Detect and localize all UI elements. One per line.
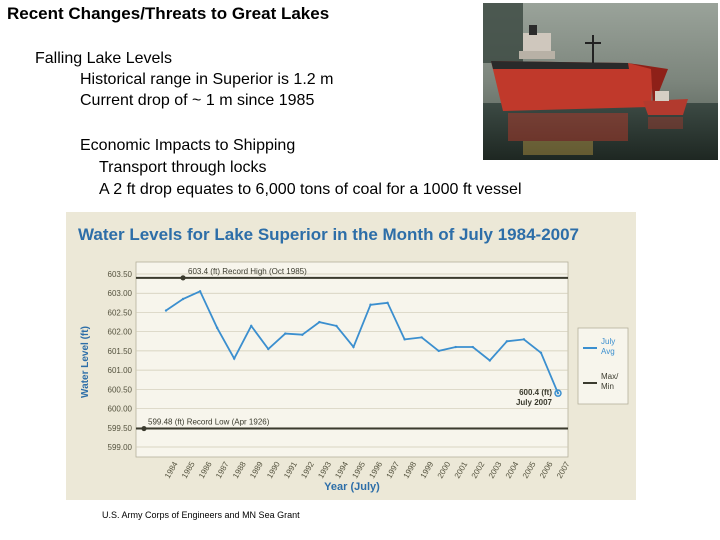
source-credit: U.S. Army Corps of Engineers and MN Sea … — [102, 510, 300, 520]
x-tick-label: 2002 — [470, 460, 487, 480]
y-tick-label: 599.50 — [108, 424, 133, 433]
data-point — [488, 359, 492, 362]
data-point — [437, 349, 440, 353]
bullet-transport-locks: Transport through locks — [99, 159, 267, 176]
legend-label-july: July — [601, 337, 615, 346]
legend-label-max: Max/ — [601, 372, 619, 381]
y-tick-label: 601.50 — [108, 347, 133, 356]
data-point — [284, 332, 287, 335]
y-tick-label: 601.00 — [108, 366, 133, 375]
y-tick-label: 599.00 — [108, 443, 133, 452]
series-points — [164, 290, 562, 397]
y-tick-label: 603.50 — [108, 270, 133, 279]
x-tick-label: 1990 — [265, 460, 282, 480]
x-tick-label: 1987 — [214, 460, 231, 480]
x-tick-label: 1996 — [367, 460, 384, 480]
x-tick-label: 1984 — [163, 460, 180, 480]
bullet-falling-lake-levels: Falling Lake Levels — [35, 50, 172, 67]
y-tick-label: 603.00 — [108, 289, 133, 298]
legend: July Avg Max/ Min — [577, 327, 629, 405]
end-annotation-date: July 2007 — [516, 398, 553, 407]
x-tick-label: 1995 — [350, 460, 367, 480]
bullet-economic-impacts: Economic Impacts to Shipping — [80, 137, 296, 154]
bullet-historical-range: Historical range in Superior is 1.2 m — [80, 71, 334, 88]
grid-lines — [136, 273, 568, 448]
x-tick-label: 1985 — [180, 460, 197, 480]
x-tick-label: 2004 — [504, 460, 521, 480]
x-tick-label: 1999 — [419, 460, 436, 480]
data-point — [198, 290, 202, 293]
x-tick-label: 1997 — [385, 460, 402, 480]
x-tick-label: 1989 — [248, 460, 265, 480]
x-tick-label: 2006 — [538, 460, 555, 480]
y-axis-label: Water Level (ft) — [80, 326, 91, 398]
x-tick-label: 2001 — [453, 460, 470, 480]
bullet-current-drop: Current drop of ~ 1 m since 1985 — [80, 92, 315, 109]
x-tick-label: 2003 — [487, 460, 504, 480]
plot-area — [135, 261, 569, 458]
y-tick-labels: 603.50 603.00 602.50 602.00 601.50 601.00 600.… — [108, 270, 133, 452]
x-tick-label: 1993 — [316, 460, 333, 480]
chart-title: Water Levels for Lake Superior in the Mo… — [78, 225, 579, 244]
data-point — [539, 351, 543, 355]
data-point — [386, 301, 389, 305]
x-tick-label: 1988 — [231, 460, 248, 480]
data-point — [352, 345, 355, 349]
y-tick-label: 602.50 — [108, 308, 133, 317]
data-point — [403, 338, 406, 341]
y-tick-label: 602.00 — [108, 328, 133, 337]
data-point — [267, 347, 270, 351]
cargo-ship-icon — [483, 3, 718, 160]
data-point — [454, 345, 457, 349]
x-tick-labels: 1984 1985 1986 1987 1988 1989 1990 1991 1992 1993… — [163, 460, 572, 480]
x-axis-label: Year (July) — [324, 481, 380, 493]
data-point — [556, 391, 560, 395]
data-point — [301, 333, 304, 336]
record-low-marker — [141, 425, 147, 432]
data-point — [335, 324, 338, 328]
x-tick-label: 1994 — [333, 460, 350, 480]
y-tick-label: 600.00 — [108, 405, 133, 414]
record-low-label: 599.48 (ft) Record Low (Apr 1926) — [148, 418, 270, 427]
legend-label-avg: Avg — [601, 347, 615, 356]
x-tick-label: 1992 — [299, 460, 316, 480]
end-point-marker — [554, 389, 562, 397]
data-point — [420, 336, 423, 339]
cargo-ship-photo — [483, 3, 718, 160]
data-point — [215, 326, 219, 330]
data-point — [250, 324, 253, 328]
data-point — [181, 297, 185, 301]
x-tick-label: 2000 — [436, 460, 453, 480]
end-annotation-value: 600.4 (ft) — [519, 388, 552, 397]
x-tick-label: 2005 — [521, 460, 538, 480]
x-tick-label: 1991 — [282, 460, 299, 480]
record-high-label: 603.4 (ft) Record High (Oct 1985) — [188, 267, 307, 276]
data-point — [522, 338, 526, 341]
y-tick-label: 600.50 — [108, 385, 133, 394]
data-point — [232, 357, 236, 360]
legend-label-min: Min — [601, 382, 614, 391]
x-tick-label: 1998 — [402, 460, 419, 480]
data-point — [369, 303, 372, 306]
chart-panel: Water Levels for Lake Superior in the Mo… — [66, 212, 636, 500]
data-point — [318, 320, 321, 324]
record-high-marker — [180, 275, 186, 281]
series-line-july-avg — [165, 290, 559, 394]
water-level-chart: Water Levels for Lake Superior in the Mo… — [78, 225, 629, 493]
data-point — [471, 345, 474, 349]
x-tick-label: 1986 — [197, 460, 214, 480]
data-point — [164, 309, 168, 312]
data-point — [505, 340, 509, 343]
bullet-coal-drop: A 2 ft drop equates to 6,000 tons of coa… — [99, 181, 522, 198]
x-tick-label: 2007 — [555, 460, 572, 480]
slide-title: Recent Changes/Threats to Great Lakes — [7, 4, 330, 23]
